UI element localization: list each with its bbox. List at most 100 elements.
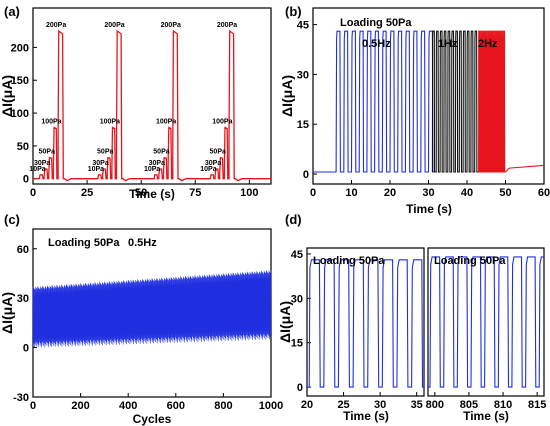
y-tick-label: 0 xyxy=(303,169,309,181)
pressure-annotation: 30Pa xyxy=(205,160,221,167)
y-tick-label: 0 xyxy=(23,343,29,355)
panel-b-axes: 0 10 20 30 40 50 60 0 15 30 45 xyxy=(297,20,550,199)
x-tick-label: 75 xyxy=(189,187,201,199)
panel-d-left-title: Loading 50Pa xyxy=(313,255,385,267)
panel-b-series-tail xyxy=(505,164,545,173)
x-tick-label: 1000 xyxy=(259,400,283,412)
panel-b-series-0.5hz xyxy=(313,30,437,173)
pressure-annotation: 200Pa xyxy=(161,22,181,29)
panel-b-legend-2hz: 2Hz xyxy=(478,38,498,50)
x-tick-label: 0 xyxy=(30,400,36,412)
panel-d-right-axes: 800 805 810 815 xyxy=(426,392,546,411)
pressure-annotation: 10Pa xyxy=(29,166,45,173)
panel-d-left-frame xyxy=(306,247,425,397)
pressure-annotation: 50Pa xyxy=(210,149,226,156)
pressure-annotation: 100Pa xyxy=(212,119,232,126)
panel-d-right-frame xyxy=(427,247,545,397)
y-tick-label: 30 xyxy=(297,69,309,81)
x-tick-label: 810 xyxy=(494,399,512,411)
x-tick-label: 0 xyxy=(30,187,36,199)
x-tick-label: 400 xyxy=(119,400,137,412)
x-tick-label: 30 xyxy=(374,399,386,411)
panel-c-title: Loading 50Pa xyxy=(48,237,120,249)
panel-b-xlabel: Time (s) xyxy=(406,202,452,216)
panel-d-left-series xyxy=(307,259,424,388)
y-tick-label: 45 xyxy=(297,20,309,32)
pressure-annotation: 100Pa xyxy=(156,119,176,126)
panel-b-title: Loading 50Pa xyxy=(340,17,412,29)
panel-d-ylabel: ΔI(μA) xyxy=(277,301,293,343)
panel-a-ylabel: ΔI(μA) xyxy=(0,75,15,117)
panel-label-b: (b) xyxy=(285,4,302,19)
y-tick-label: 0 xyxy=(297,382,303,394)
x-tick-label: 30 xyxy=(422,187,434,199)
y-tick-label: 200 xyxy=(11,42,29,54)
x-tick-label: 60 xyxy=(538,187,550,199)
y-tick-label: 30 xyxy=(17,293,29,305)
y-tick-label: 15 xyxy=(297,119,309,131)
pressure-annotation: 30Pa xyxy=(92,160,108,167)
x-tick-label: 815 xyxy=(528,399,546,411)
panel-b-series-2hz xyxy=(478,30,506,173)
pressure-annotation: 30Pa xyxy=(34,160,50,167)
panel-b-legend-1hz: 1Hz xyxy=(438,38,458,50)
x-tick-label: 100 xyxy=(240,187,258,199)
y-tick-label: 15 xyxy=(291,338,303,350)
pressure-annotation: 100Pa xyxy=(41,119,61,126)
y-tick-label: 50 xyxy=(17,141,29,153)
pressure-annotation: 50Pa xyxy=(153,149,169,156)
x-tick-label: 40 xyxy=(461,187,473,199)
y-tick-label: 100 xyxy=(11,108,29,120)
pressure-annotation: 10Pa xyxy=(144,166,160,173)
y-tick-label: 150 xyxy=(11,75,29,87)
x-tick-label: 800 xyxy=(214,400,232,412)
pressure-annotation: 50Pa xyxy=(97,149,113,156)
x-tick-label: 20 xyxy=(301,399,313,411)
panel-label-d: (d) xyxy=(285,212,302,227)
panel-c-ylabel: ΔI(μA) xyxy=(0,292,15,334)
x-tick-label: 200 xyxy=(71,400,89,412)
panel-a-xlabel: Time (s) xyxy=(129,187,175,201)
panel-label-a: (a) xyxy=(4,4,20,19)
x-tick-label: 600 xyxy=(167,400,185,412)
panel-a-annotations: 10Pa30Pa50Pa100Pa200Pa10Pa30Pa50Pa100Pa2… xyxy=(29,22,237,173)
panel-d-left: 20 25 30 35 0 15 30 45 Loading 50Pa Time (s) ΔI… xyxy=(277,247,425,423)
panel-label-c: (c) xyxy=(4,212,20,227)
x-tick-label: 50 xyxy=(499,187,511,199)
panel-a-series xyxy=(33,29,271,182)
y-tick-label: 60 xyxy=(17,244,29,256)
panel-c-xlabel: Cycles xyxy=(133,412,172,426)
x-tick-label: 0 xyxy=(310,187,316,199)
panel-d-right-title: Loading 50Pa xyxy=(434,255,506,267)
x-tick-label: 25 xyxy=(337,399,349,411)
x-tick-label: 800 xyxy=(426,399,444,411)
panel-a-frame xyxy=(32,7,272,185)
y-tick-label: 0 xyxy=(23,174,29,186)
x-tick-label: 10 xyxy=(345,187,357,199)
pressure-annotation: 50Pa xyxy=(39,149,55,156)
y-tick-label: -30 xyxy=(13,392,29,404)
pressure-annotation: 10Pa xyxy=(200,166,216,173)
pressure-annotation: 200Pa xyxy=(217,22,237,29)
panel-b-legend-0.5hz: 0.5Hz xyxy=(362,38,391,50)
pressure-annotation: 30Pa xyxy=(149,160,165,167)
panel-d-left-xlabel: Time (s) xyxy=(343,409,389,423)
x-tick-label: 25 xyxy=(81,187,93,199)
x-tick-label: 35 xyxy=(411,399,423,411)
panel-d-right-series xyxy=(428,256,544,388)
x-tick-label: 20 xyxy=(384,187,396,199)
pressure-annotation: 10Pa xyxy=(88,166,104,173)
y-tick-label: 45 xyxy=(291,249,303,261)
panel-b-ylabel: ΔI(μA) xyxy=(279,75,295,117)
panel-c-series xyxy=(32,270,272,348)
panel-d-right: 800 805 810 815 Loading 50Pa Time (s) xyxy=(426,247,546,423)
panel-b-series-1hz xyxy=(431,30,479,173)
panel-d-right-xlabel: Time (s) xyxy=(463,409,509,423)
panel-d-left-axes: 20 25 30 35 0 15 30 45 xyxy=(291,249,423,411)
panel-c-subtitle: 0.5Hz xyxy=(128,237,157,249)
